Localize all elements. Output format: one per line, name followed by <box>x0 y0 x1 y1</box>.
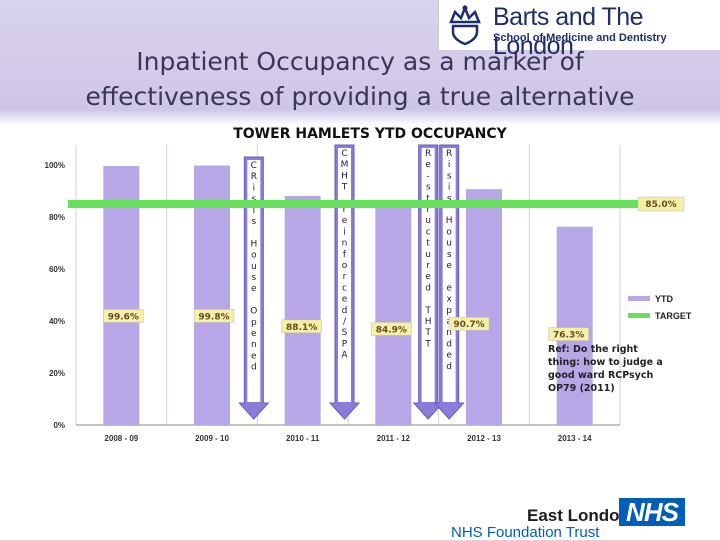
barts-logo-name: Barts and The London <box>493 3 644 60</box>
nhs-trust-name: NHS Foundation Trust <box>451 524 600 541</box>
data-label-box <box>548 327 589 341</box>
reference-note: Ref: Do the right thing: how to judge a … <box>548 344 663 394</box>
legend-swatch-target <box>628 313 650 318</box>
annotation-arrow-body <box>338 148 351 402</box>
bar-ytd <box>194 165 230 425</box>
y-tick-label: 60% <box>49 265 65 274</box>
data-label-box <box>103 309 144 323</box>
bar-ytd <box>466 189 502 425</box>
chart-title: TOWER HAMLETS YTD OCCUPANCY <box>233 126 507 142</box>
data-label: 76.3% <box>553 331 584 341</box>
x-tick-label: 2011 - 12 <box>377 434 411 443</box>
data-label-box <box>281 319 322 334</box>
x-tick-label: 2012 - 13 <box>467 434 501 443</box>
target-line <box>68 200 638 208</box>
data-label-box <box>193 309 235 323</box>
y-tick-label: 100% <box>45 161 65 170</box>
y-tick-label: 40% <box>49 317 65 326</box>
barts-logo: Barts and The London School of Medicine … <box>438 0 720 60</box>
occupancy-chart: 0% 20% 40% 60% 80% 100% 2008 - 09 2009 - 10 2010… <box>45 144 685 443</box>
nhs-logo-badge: NHS <box>619 498 685 526</box>
target-label-box <box>637 196 685 212</box>
crown-crest-icon <box>449 4 481 46</box>
data-label: 99.6% <box>108 312 139 322</box>
annotation-arrow-body <box>247 160 261 402</box>
x-tick-label: 2010 - 11 <box>286 434 320 443</box>
data-label-box <box>448 316 490 331</box>
annotation-arrow-body <box>442 148 456 402</box>
slide-title-line-2: effectiveness of providing a true altern… <box>85 82 635 111</box>
bar-ytd <box>375 204 412 425</box>
data-label: 99.8% <box>198 312 229 322</box>
legend-item-ytd: YTD <box>628 290 691 307</box>
slide-title: Inpatient Occupancy as a marker of effec… <box>0 44 720 114</box>
footer <box>0 480 720 540</box>
bar-ytd <box>284 195 321 425</box>
y-tick-label: 20% <box>49 369 65 378</box>
legend-item-target: TARGET <box>628 307 691 324</box>
nhs-org-name: East London <box>527 506 630 525</box>
chart-legend: YTD TARGET <box>628 290 691 324</box>
data-label-box <box>371 322 412 336</box>
bar-ytd <box>556 226 593 425</box>
x-tick-label: 2009 - 10 <box>195 434 229 443</box>
x-tick-label: 2013 - 14 <box>558 434 592 443</box>
data-label: 90.7% <box>453 320 484 330</box>
bar-ytd <box>103 166 140 426</box>
annotation-arrow-body <box>421 148 435 402</box>
y-tick-label: 80% <box>49 213 65 222</box>
data-label: 84.9% <box>376 325 407 335</box>
legend-label-ytd: YTD <box>655 293 673 304</box>
legend-swatch-ytd <box>628 296 650 301</box>
slide-title-line-1: Inpatient Occupancy as a marker of <box>136 47 584 76</box>
target-label: 85.0% <box>645 200 676 210</box>
legend-label-target: TARGET <box>655 310 692 321</box>
x-tick-label: 2008 - 09 <box>104 434 138 443</box>
barts-logo-subtitle: School of Medicine and Dentistry <box>493 32 667 44</box>
y-tick-label: 0% <box>53 421 65 430</box>
data-label: 88.1% <box>286 323 317 333</box>
